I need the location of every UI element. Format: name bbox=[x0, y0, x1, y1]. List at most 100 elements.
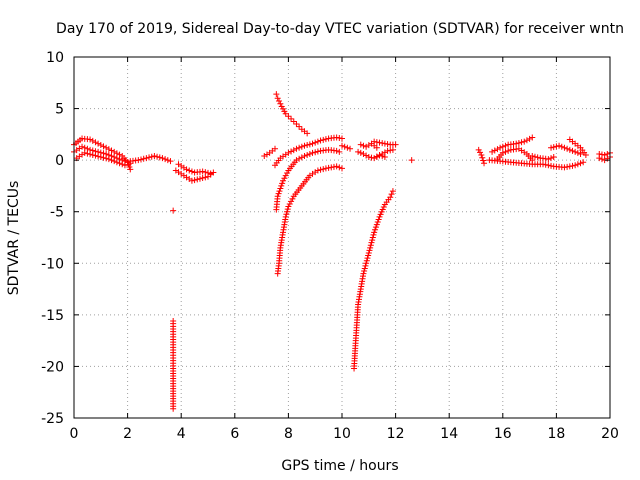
data-point bbox=[475, 146, 482, 153]
data-point bbox=[164, 157, 171, 164]
data-point bbox=[408, 157, 415, 164]
data-point bbox=[499, 149, 506, 156]
data-point bbox=[367, 242, 374, 249]
y-axis-label: SDTVAR / TECUs bbox=[6, 181, 22, 296]
data-point bbox=[365, 252, 372, 259]
data-point bbox=[92, 152, 99, 159]
data-point bbox=[309, 149, 316, 156]
data-point bbox=[360, 142, 367, 149]
data-point bbox=[285, 149, 292, 156]
data-point bbox=[298, 143, 305, 150]
data-point bbox=[545, 162, 552, 169]
data-point bbox=[289, 195, 296, 202]
data-point bbox=[561, 144, 568, 151]
data-point bbox=[127, 166, 134, 173]
data-point bbox=[489, 148, 496, 155]
data-point bbox=[320, 136, 327, 143]
data-point bbox=[376, 139, 383, 146]
data-point bbox=[529, 153, 536, 160]
data-point bbox=[564, 163, 571, 170]
data-point bbox=[518, 139, 525, 146]
data-point bbox=[320, 166, 327, 173]
data-point bbox=[108, 147, 115, 154]
data-point bbox=[124, 159, 131, 166]
data-point bbox=[531, 153, 538, 160]
data-point bbox=[170, 405, 177, 412]
data-point bbox=[199, 168, 206, 175]
data-point bbox=[572, 148, 579, 155]
data-point bbox=[478, 151, 485, 158]
data-point bbox=[336, 148, 343, 155]
x-tick-label: 16 bbox=[494, 426, 512, 442]
data-point bbox=[548, 162, 555, 169]
data-point bbox=[301, 142, 308, 149]
data-point bbox=[272, 145, 278, 152]
x-axis-label: GPS time / hours bbox=[281, 458, 398, 474]
y-tick-label: -10 bbox=[41, 256, 64, 272]
data-point bbox=[381, 140, 388, 147]
data-point bbox=[361, 268, 368, 275]
data-point bbox=[282, 213, 289, 220]
data-point bbox=[202, 174, 209, 181]
data-point bbox=[365, 154, 372, 161]
data-point bbox=[146, 154, 153, 161]
y-tick-label: -5 bbox=[50, 205, 64, 221]
data-point bbox=[100, 143, 107, 150]
grid bbox=[74, 57, 610, 418]
data-point bbox=[116, 160, 123, 167]
data-point bbox=[336, 164, 343, 171]
y-tick-label: 5 bbox=[55, 102, 64, 118]
data-point bbox=[186, 167, 193, 174]
data-point bbox=[355, 148, 362, 155]
data-point bbox=[317, 166, 324, 173]
data-point bbox=[103, 144, 110, 151]
data-point bbox=[154, 153, 161, 160]
data-point bbox=[306, 141, 313, 148]
data-point bbox=[95, 153, 102, 160]
data-point bbox=[210, 169, 217, 176]
data-point bbox=[87, 151, 94, 158]
data-point bbox=[105, 156, 112, 163]
data-point bbox=[100, 154, 107, 161]
data-point bbox=[314, 148, 321, 155]
data-point bbox=[293, 157, 300, 164]
data-point bbox=[286, 200, 293, 207]
data-point bbox=[336, 134, 343, 141]
data-point bbox=[306, 150, 313, 157]
x-tick-label: 8 bbox=[284, 426, 293, 442]
data-point bbox=[207, 170, 214, 177]
data-point bbox=[288, 148, 295, 155]
data-point bbox=[284, 208, 291, 215]
data-point bbox=[274, 95, 281, 102]
data-point bbox=[328, 164, 335, 171]
data-point bbox=[288, 115, 295, 122]
data-point bbox=[494, 146, 501, 153]
data-point bbox=[105, 146, 112, 153]
data-point bbox=[523, 137, 530, 144]
x-tick-label: 6 bbox=[230, 426, 239, 442]
data-point bbox=[481, 160, 488, 167]
y-tick-label: 0 bbox=[55, 153, 64, 169]
data-point bbox=[89, 137, 96, 144]
data-point bbox=[188, 168, 195, 175]
data-point bbox=[569, 162, 576, 169]
data-point bbox=[375, 216, 382, 223]
data-point bbox=[526, 135, 533, 142]
data-point bbox=[97, 142, 104, 149]
data-point bbox=[372, 226, 379, 233]
data-point bbox=[333, 163, 340, 170]
data-point bbox=[276, 188, 283, 195]
data-point bbox=[202, 169, 209, 176]
data-point bbox=[388, 191, 395, 198]
data-point bbox=[113, 159, 120, 166]
data-point bbox=[288, 198, 295, 205]
data-point bbox=[357, 141, 364, 148]
data-point bbox=[188, 177, 195, 184]
data-point bbox=[282, 172, 289, 179]
data-point bbox=[273, 91, 280, 98]
data-point bbox=[97, 154, 104, 161]
data-point bbox=[339, 165, 345, 172]
data-point bbox=[389, 188, 396, 195]
data-point bbox=[479, 154, 486, 161]
